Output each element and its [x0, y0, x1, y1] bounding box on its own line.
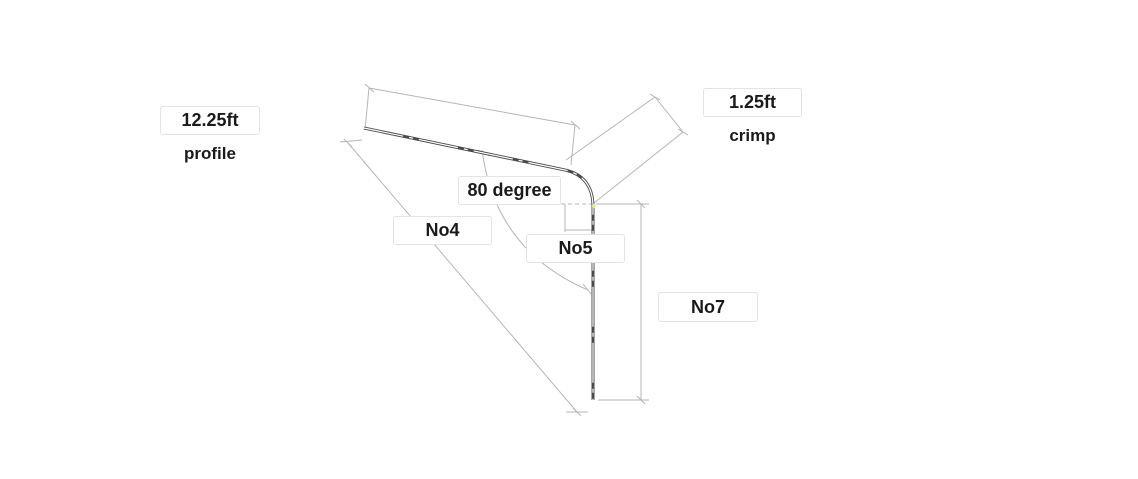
no7-dimension	[598, 199, 649, 405]
bend-point-marker	[592, 204, 596, 208]
crimp-dimension	[565, 93, 689, 204]
crimp-length-label: 1.25ft	[728, 92, 777, 112]
profile-length-dimension	[364, 83, 581, 166]
no7-box[interactable]: No7	[658, 292, 758, 322]
angle-label: 80 degree	[467, 180, 552, 200]
crimp-name-label: crimp	[729, 126, 776, 145]
no4-label: No4	[425, 220, 460, 240]
profile-length-box[interactable]: 12.25ft	[160, 106, 260, 135]
no7-label: No7	[690, 296, 725, 317]
profile-shape	[363, 126, 596, 400]
no4-box[interactable]: No4	[393, 216, 492, 245]
no5-label: No5	[558, 238, 593, 258]
crimp-length-box[interactable]: 1.25ft	[703, 88, 802, 117]
no5-box[interactable]: No5	[526, 234, 625, 263]
profile-length-label: 12.25ft	[181, 110, 239, 130]
no4-dimension	[339, 138, 588, 417]
angle-box[interactable]: 80 degree	[458, 176, 561, 205]
profile-name-label: profile	[184, 144, 236, 163]
no5-dimension	[540, 203, 598, 232]
